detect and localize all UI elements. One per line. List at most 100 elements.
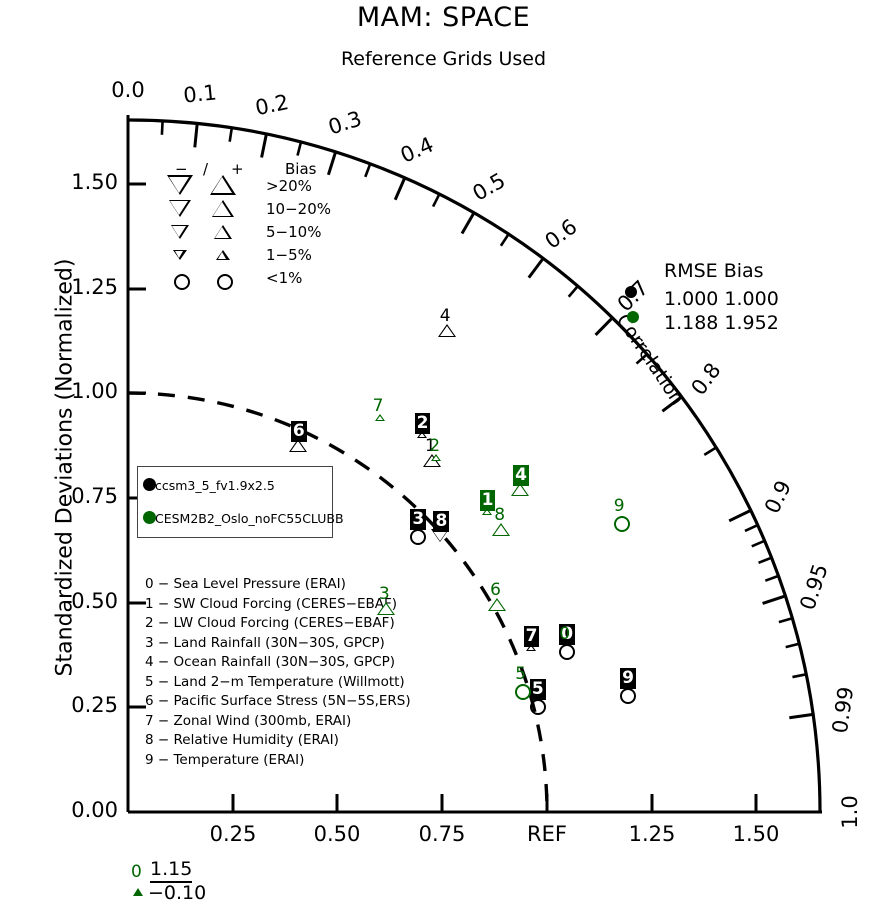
- variable-legend-item: 4 − Ocean Rainfall (30N−30S, GPCP): [145, 654, 396, 670]
- bias-legend-sign: +: [231, 160, 244, 178]
- variable-legend-item: 1 − SW Cloud Forcing (CERES−EBAF): [145, 595, 398, 612]
- data-point-label[interactable]: 4: [439, 305, 451, 326]
- variable-legend-item: 5 − Land 2−m Temperature (Willmott): [145, 673, 405, 690]
- data-point-label[interactable]: 3: [378, 584, 390, 605]
- stats-header: RMSE Bias: [664, 260, 764, 282]
- data-point-label[interactable]: 2: [429, 435, 441, 456]
- data-point-marker: [410, 529, 427, 545]
- data-point-marker: [288, 438, 307, 452]
- model-legend-label[interactable]: ccsm3_5_fv1.9x2.5: [155, 478, 275, 493]
- bias-legend-sign: −: [175, 160, 188, 178]
- data-point-marker: [511, 482, 530, 496]
- data-point-marker: [529, 698, 546, 715]
- x-tick-label: 1.50: [732, 822, 780, 846]
- stats-row: 1.000 1.000: [664, 288, 779, 310]
- data-point-marker: [620, 688, 637, 705]
- y-tick-label: 1.00: [71, 379, 118, 403]
- y-tick-label: 0.00: [71, 798, 118, 822]
- data-point-label[interactable]: 9: [620, 668, 636, 690]
- model-legend-label[interactable]: CESM2B2_Oslo_noFC55CLUBB: [155, 511, 344, 526]
- y-axis-label: Standardized Deviations (Normalized): [52, 258, 78, 677]
- bias-marker-positive: [210, 175, 236, 195]
- data-point-label[interactable]: 6: [490, 580, 501, 601]
- bias-marker-positive: [211, 199, 234, 217]
- data-point-label[interactable]: 5: [515, 664, 527, 685]
- bias-marker-positive: [216, 250, 230, 260]
- y-tick-label: 0.50: [71, 589, 118, 613]
- variable-legend: 0 − Sea Level Pressure (ERAI) 1 − SW Clou…: [145, 575, 411, 770]
- stats-row: 1.188 1.952: [664, 312, 779, 334]
- bottom-legend-value-top: 1.15: [150, 858, 193, 883]
- variable-legend-item: 7 − Zonal Wind (300mb, ERAI): [145, 712, 352, 729]
- data-point-label[interactable]: 8: [433, 511, 450, 533]
- correlation-ticks: [126, 120, 820, 814]
- variable-legend-item: 2 − LW Cloud Forcing (CERES−EBAF): [145, 615, 395, 631]
- bias-legend-row-label: <1%: [266, 269, 303, 287]
- data-point-marker: [515, 684, 532, 701]
- variable-legend-item: 9 − Temperature (ERAI): [145, 751, 305, 768]
- x-tick-label: 0.25: [209, 822, 257, 846]
- data-point-marker: [376, 602, 395, 616]
- data-point-label[interactable]: 0: [559, 624, 571, 645]
- model-legend-box[interactable]: ccsm3_5_fv1.9x2.5 CESM2B2_Oslo_noFC55CLUB…: [137, 466, 344, 538]
- y-tick-label: 0.25: [71, 693, 118, 717]
- x-tick-label: 0.50: [313, 822, 361, 846]
- data-point-label[interactable]: 4: [513, 464, 529, 486]
- x-axis-ticks: [231, 794, 758, 812]
- model-reference-dot: [627, 311, 639, 323]
- page-title: MAM: SPACE: [356, 2, 531, 33]
- data-point-label[interactable]: 1: [479, 490, 496, 512]
- x-tick-label: 0.75: [418, 822, 466, 846]
- bias-legend-row-label: 5−10%: [266, 223, 322, 241]
- data-point-label[interactable]: 3: [410, 509, 427, 530]
- data-point-marker: [525, 644, 536, 652]
- model-legend-dot: [143, 511, 156, 524]
- data-point-label[interactable]: 9: [613, 496, 625, 517]
- data-point-marker: [559, 644, 576, 661]
- x-tick-label: REF: [527, 822, 567, 846]
- bottom-legend-triangle-icon: [133, 888, 143, 896]
- data-point-marker: [416, 430, 427, 438]
- data-point-marker: [437, 323, 456, 337]
- bias-legend-sign: /: [203, 160, 209, 178]
- bias-marker-positive: [213, 224, 232, 239]
- y-tick-label: 0.75: [71, 484, 118, 508]
- bias-legend-row-label: >20%: [266, 177, 312, 195]
- variable-legend-item: 8 − Relative Humidity (ERAI): [145, 732, 339, 748]
- y-axis-ticks: [128, 182, 146, 814]
- correlation-tick-label: 0.1: [182, 79, 219, 108]
- bias-marker-negative: [168, 199, 191, 217]
- variable-legend-item: 3 − Land Rainfall (30N−30S, GPCP): [145, 634, 385, 651]
- bias-marker-negative: [170, 224, 189, 239]
- data-point-label[interactable]: 2: [414, 412, 431, 434]
- variable-legend-item: 6 − Pacific Surface Stress (5N−5S,ERS): [145, 693, 411, 709]
- y-tick-label: 1.50: [71, 170, 118, 194]
- reference-std-arc: [127, 391, 549, 813]
- data-point-label[interactable]: 5: [529, 678, 546, 700]
- data-point-label[interactable]: 0: [559, 624, 576, 646]
- data-point-label[interactable]: 7: [372, 395, 384, 416]
- bias-legend-title: Bias: [285, 160, 317, 178]
- bias-legend-row-label: 10−20%: [266, 200, 331, 218]
- outer-correlation-arc: [127, 118, 822, 813]
- data-point-label[interactable]: 7: [523, 626, 540, 648]
- model-reference-dot: [625, 286, 637, 298]
- bottom-legend-value-bottom: −0.10: [148, 882, 207, 904]
- y-tick-label: 1.25: [71, 275, 118, 299]
- data-point-marker: [613, 516, 630, 533]
- bias-marker-positive: [217, 274, 233, 290]
- data-point-marker: [488, 598, 507, 612]
- data-point-label[interactable]: 6: [290, 420, 307, 442]
- data-point-marker: [492, 522, 511, 536]
- bias-legend-row-label: 1−5%: [266, 246, 312, 264]
- subtitle: Reference Grids Used: [340, 48, 547, 70]
- x-tick-label: 1.25: [628, 822, 676, 846]
- data-point-label[interactable]: 1: [425, 435, 436, 456]
- data-point-marker: [481, 508, 492, 516]
- bias-marker-negative: [174, 274, 190, 290]
- bias-marker-negative: [167, 175, 193, 195]
- bias-marker-negative: [173, 250, 187, 260]
- variable-legend-item: 0 − Sea Level Pressure (ERAI): [145, 576, 346, 592]
- data-point-label[interactable]: 8: [494, 504, 506, 525]
